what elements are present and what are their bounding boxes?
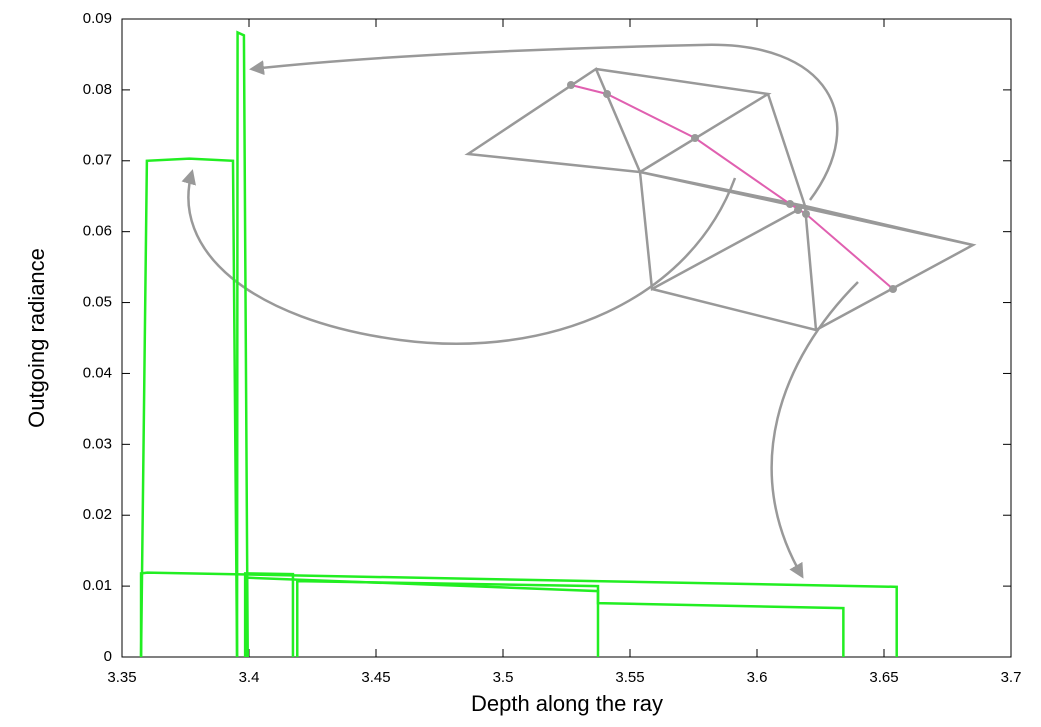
x-tick-label: 3.35 [107, 669, 136, 686]
x-tick-label: 3.45 [361, 669, 390, 686]
triangle-mesh [464, 67, 977, 332]
sample-points [567, 81, 897, 293]
y-tick-label: 0.01 [83, 577, 112, 594]
y-tick-label: 0.08 [83, 81, 112, 98]
x-tick-label: 3.5 [493, 669, 514, 686]
radiance-line [296, 579, 845, 657]
y-axis-title: Outgoing radiance [24, 248, 49, 428]
x-tick-label: 3.65 [869, 669, 898, 686]
y-tick-label: 0.07 [83, 152, 112, 169]
arrow [249, 43, 839, 201]
x-tick-label: 3.6 [747, 669, 768, 686]
arrow [181, 169, 737, 345]
radiance-line [235, 30, 249, 658]
plot-frame [121, 18, 1012, 658]
x-tick-label: 3.4 [239, 669, 260, 686]
arrow [770, 281, 859, 579]
x-tick-label: 3.7 [1001, 669, 1022, 686]
y-tick-label: 0 [104, 648, 112, 665]
radiance-line [139, 571, 898, 657]
y-tick-label: 0.05 [83, 294, 112, 311]
radiance-line [139, 157, 239, 658]
y-tick-label: 0.06 [83, 223, 112, 240]
diagram-overlay [181, 43, 977, 579]
y-tick-label: 0.03 [83, 435, 112, 452]
y-tick-label: 0.04 [83, 364, 112, 381]
y-tick-label: 0.09 [83, 10, 112, 27]
radiance-line [243, 572, 295, 657]
x-axis-title: Depth along the ray [471, 691, 663, 716]
ray-path [570, 84, 894, 290]
y-tick-label: 0.02 [83, 506, 112, 523]
x-tick-label: 3.55 [615, 669, 644, 686]
